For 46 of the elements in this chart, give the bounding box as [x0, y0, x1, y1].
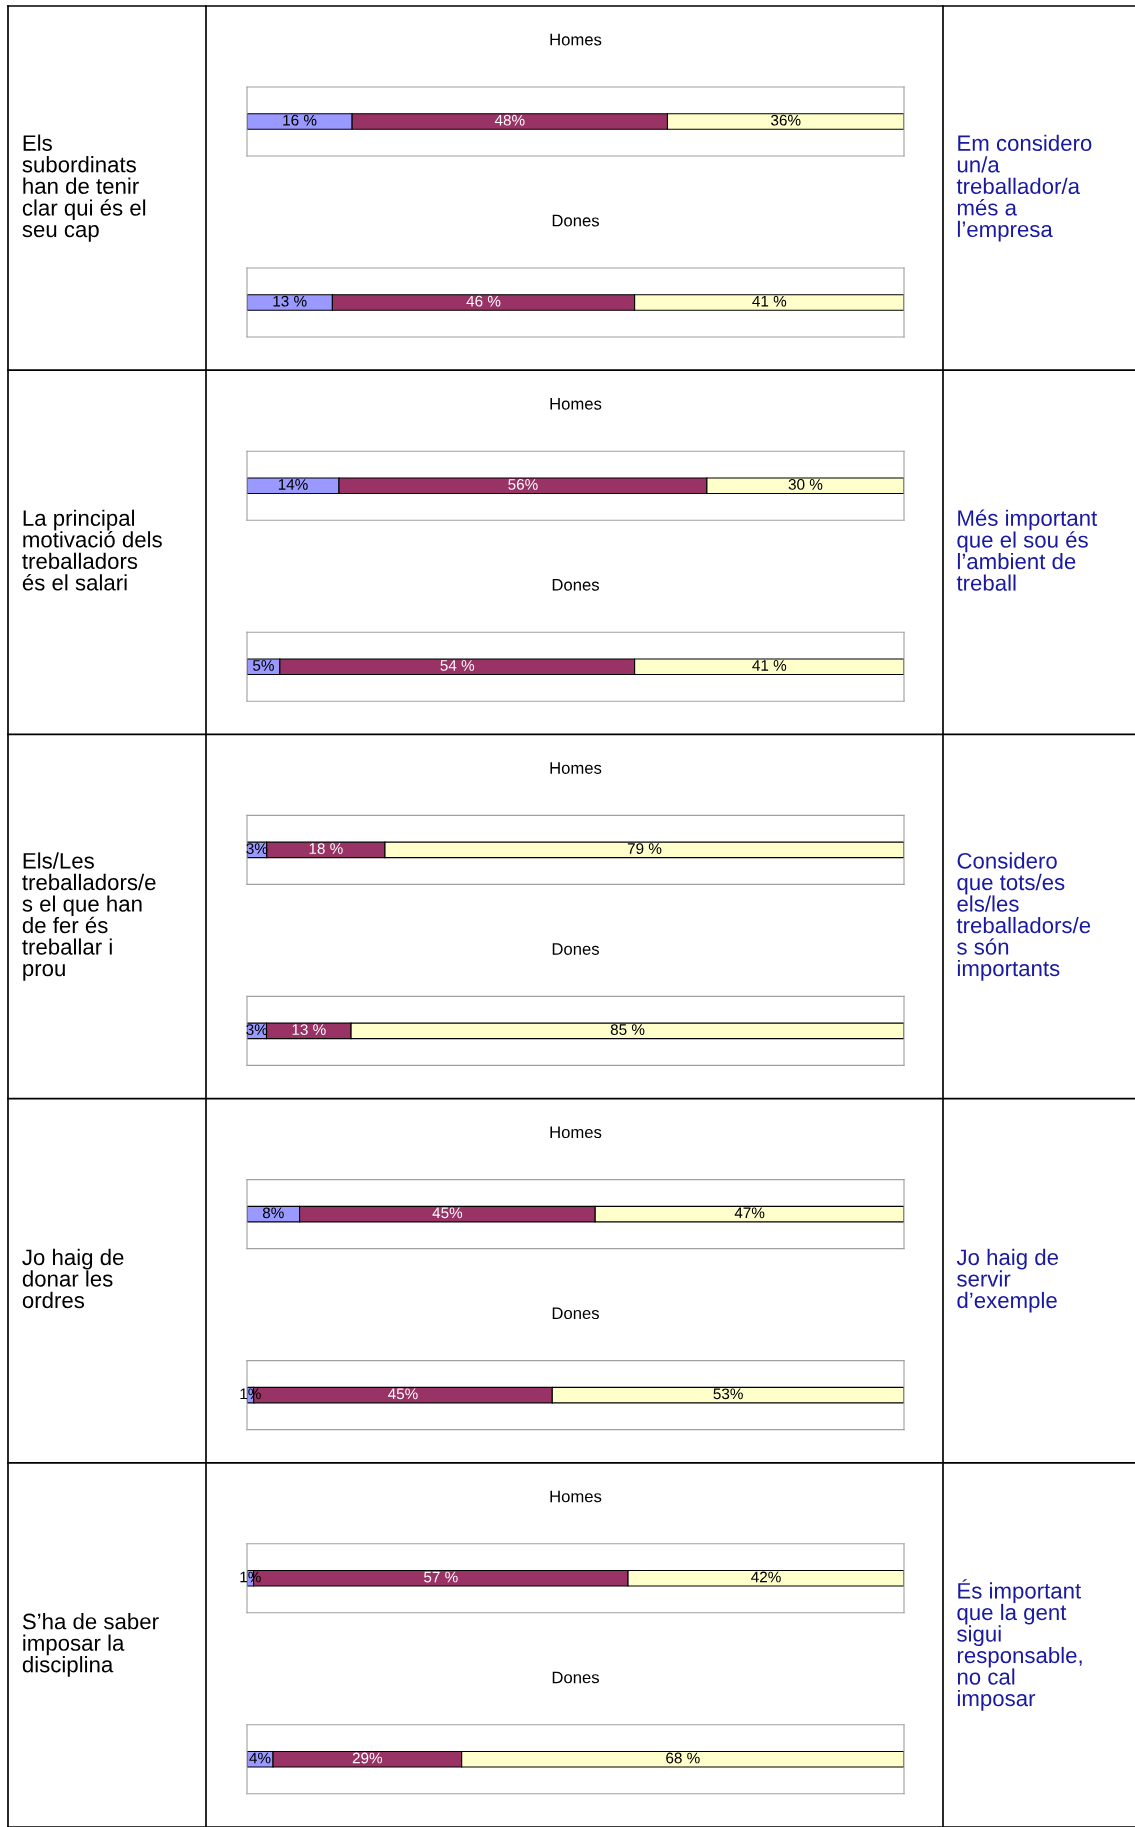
data-label: 5% [253, 660, 274, 671]
text: Els subordinats han de tenir clar qui és el seu cap [22, 134, 146, 242]
chart-title: Homes [550, 33, 602, 46]
data-label: 4% [249, 1752, 271, 1764]
chart-title: Homes [550, 1490, 602, 1503]
text: La principal motivació dels treballadors és el salari [22, 509, 162, 591]
chart-title: Dones [552, 943, 599, 955]
chart-title: Homes [550, 762, 602, 774]
chart-title: Homes [550, 398, 602, 410]
data-label: 18 % [309, 843, 343, 854]
chart-title: Dones [552, 1307, 599, 1320]
data-label: 46 % [466, 295, 501, 307]
data-label: 68 % [666, 1752, 700, 1764]
data-label: 8% [262, 1207, 284, 1219]
chart-title: Dones [552, 1671, 599, 1684]
data-label: 16 % [283, 114, 317, 126]
data-label: 41 % [752, 295, 787, 307]
data-label: 85 % [610, 1024, 645, 1035]
text: Els/Les treballadors/e s el que han de fer és treballar i prou [22, 852, 156, 981]
data-label: 29% [352, 1752, 383, 1764]
data-label: 53% [713, 1388, 743, 1400]
data-label: 14% [278, 479, 308, 490]
data-label: 47% [734, 1207, 765, 1219]
data-label: 79 % [627, 843, 662, 854]
data-label: 48% [494, 114, 525, 126]
data-label: 45% [432, 1207, 463, 1219]
data-label: 41 % [752, 660, 787, 671]
data-label: 57 % [424, 1571, 458, 1583]
data-label: 56% [508, 478, 538, 490]
chart-title: Dones [552, 214, 599, 227]
text: Més important que el sou és l’ambient de treball [956, 509, 1098, 591]
text: Em considero un/a treballador/a més a l’empresa [956, 134, 1092, 242]
chart-title: Dones [552, 579, 599, 591]
text: S’ha de saber imposar la disciplina [22, 1613, 159, 1677]
text: És important que la gent sigui responsable, no cal imposar [957, 1579, 1082, 1711]
text: Considero que tots/es els/les treballadors/e s són importants [956, 852, 1091, 981]
text: Jo haig de donar les ordres [22, 1248, 124, 1309]
data-label: 30 % [788, 478, 823, 490]
text: Jo haig de servir d’exemple [956, 1248, 1058, 1313]
chart-title: Homes [550, 1126, 602, 1139]
data-label: 13 % [292, 1024, 326, 1035]
data-label: 42% [751, 1571, 781, 1583]
data-label: 13 % [273, 295, 307, 307]
data-label: 36% [771, 114, 801, 126]
data-label: 54 % [440, 660, 475, 671]
data-label: 45% [388, 1388, 418, 1400]
